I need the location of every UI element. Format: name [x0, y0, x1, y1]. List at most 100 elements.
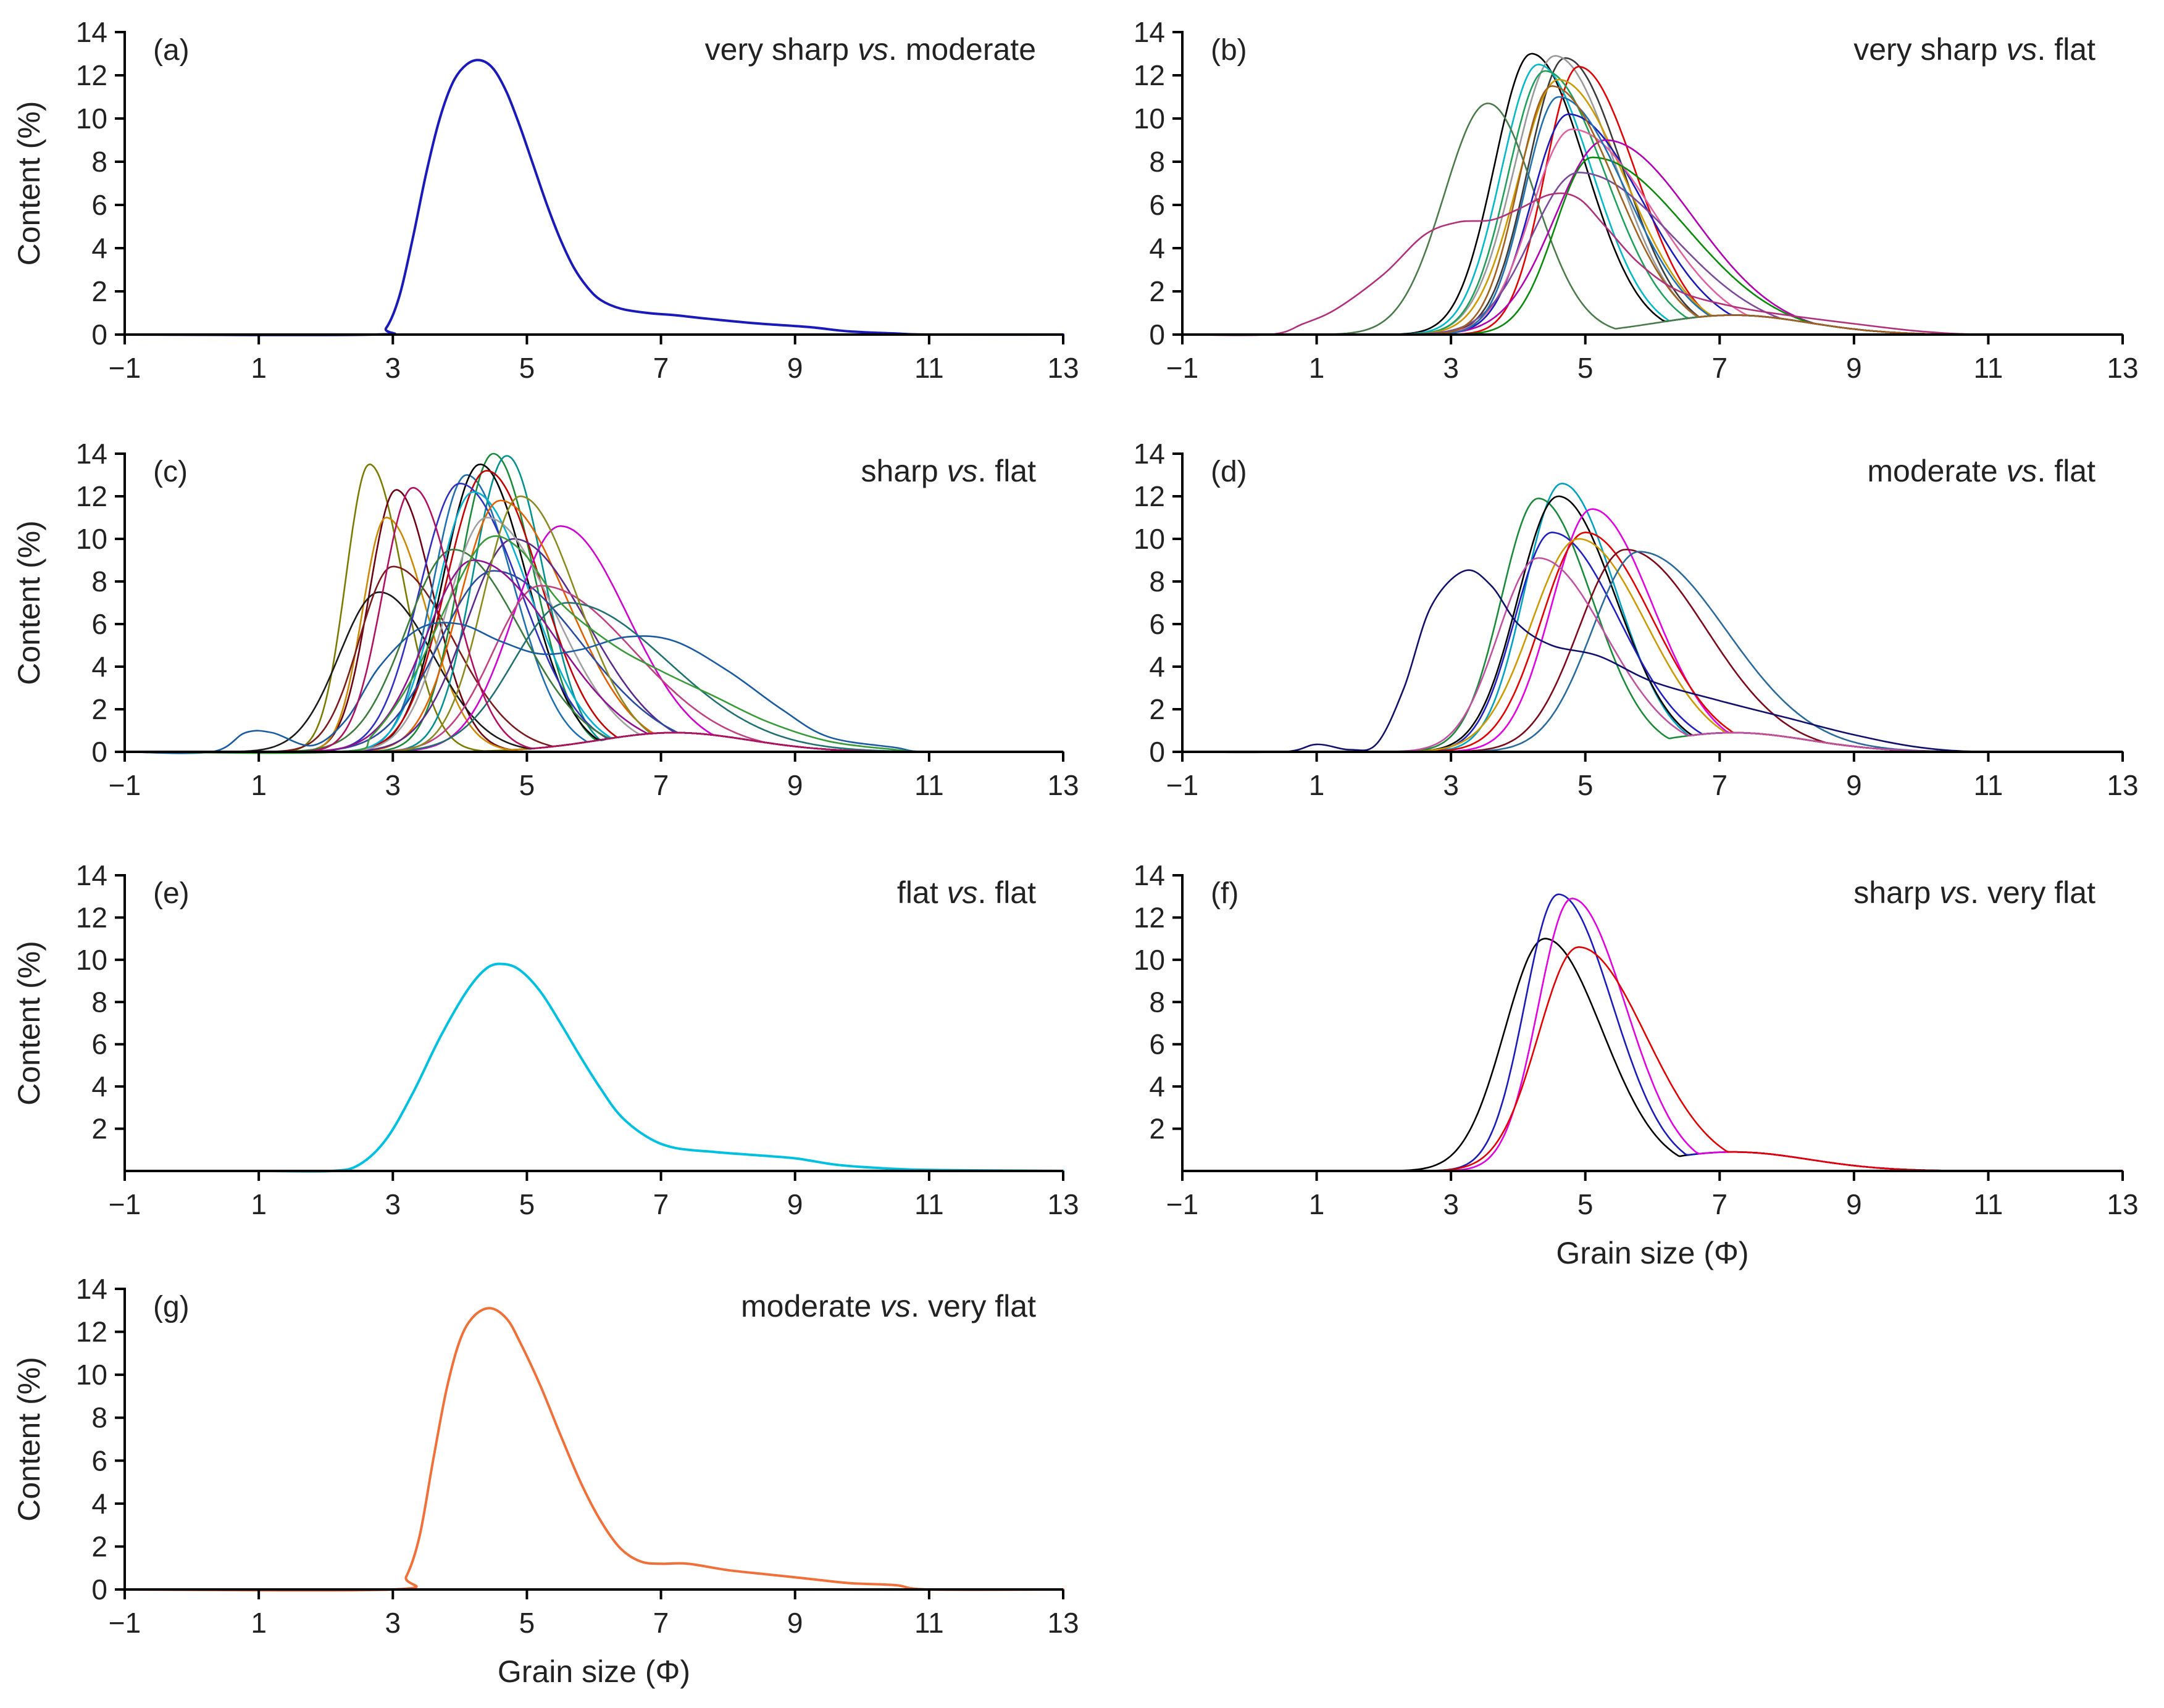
series-line-d4 [1181, 531, 2124, 753]
series-line-s9 [1181, 113, 2124, 336]
series-line-s5 [1181, 64, 2124, 336]
panel-title-vs: vs [858, 32, 888, 67]
panel-title: very sharp vs. moderate [705, 32, 1036, 67]
y-tick-label: 8 [91, 986, 107, 1018]
y-tick-label: 14 [76, 16, 107, 48]
series-line-c13 [123, 525, 1064, 753]
x-tick-label: 5 [1577, 1188, 1594, 1220]
series-line-c8 [123, 455, 1064, 753]
series-line-s2 [1181, 57, 2124, 336]
series-line-s1 [1181, 52, 2124, 336]
y-tick-label: 8 [91, 1402, 107, 1434]
curves [1181, 893, 2124, 1172]
y-axis-title: Content (%) [12, 520, 46, 685]
y-tick-label: 2 [91, 1530, 107, 1562]
series-line-c19 [123, 585, 1064, 753]
y-tick-label: 6 [91, 1028, 107, 1060]
x-tick-label: −1 [109, 769, 141, 801]
x-tick-label: 9 [787, 769, 803, 801]
x-tick-label: −1 [109, 1188, 141, 1220]
x-tick-label: 3 [1443, 352, 1459, 384]
x-tick-label: 13 [1047, 352, 1079, 384]
x-tick-label: 1 [1309, 352, 1325, 384]
x-tick-label: 7 [653, 1607, 669, 1639]
y-tick-label: 4 [91, 232, 107, 264]
series-line-d10 [1181, 557, 2124, 753]
panel-label: (c) [153, 456, 188, 488]
y-tick-label: 2 [91, 275, 107, 307]
panel-title-vs: vs [2007, 32, 2037, 67]
y-tick-label: 10 [1134, 523, 1165, 555]
y-tick-label: 14 [76, 859, 107, 891]
curves [123, 1307, 1064, 1592]
y-tick-label: 10 [76, 944, 107, 976]
x-tick-label: −1 [109, 1607, 141, 1639]
x-tick-label: 11 [1974, 1188, 2003, 1220]
series-line-sample [270, 962, 1064, 1173]
x-tick-label: 1 [251, 1188, 267, 1220]
x-tick-label: 1 [1309, 769, 1325, 801]
y-tick-label: 6 [91, 1444, 107, 1477]
x-tick-label: −1 [109, 352, 141, 384]
series-line-c4 [123, 591, 1064, 753]
series-line-c6 [123, 474, 1064, 753]
x-tick-label: 11 [914, 769, 944, 801]
panel-title: flat vs. flat [897, 875, 1036, 910]
x-tick-label: 3 [1443, 1188, 1459, 1220]
y-tick-label: 10 [1134, 102, 1165, 135]
x-tick-label: 5 [1577, 352, 1594, 384]
x-tick-label: 5 [1577, 769, 1594, 801]
y-tick-label: 6 [1149, 1028, 1165, 1060]
x-tick-label: 13 [2107, 1188, 2138, 1220]
panel-title: very sharp vs. flat [1853, 32, 2095, 67]
y-tick-label: 0 [91, 736, 107, 768]
y-tick-label: 0 [91, 319, 107, 351]
x-tick-label: 7 [653, 352, 669, 384]
y-tick-label: 6 [91, 608, 107, 640]
x-tick-label: 13 [2107, 352, 2138, 384]
y-tick-label: 6 [91, 189, 107, 221]
panel-label: (a) [153, 34, 190, 67]
x-tick-label: 5 [519, 769, 535, 801]
x-tick-label: 9 [1846, 1188, 1862, 1220]
series-line-d7 [1181, 538, 2124, 753]
series-line-d3 [1181, 495, 2124, 753]
series-line-f1 [1181, 938, 2124, 1172]
panel-title-vs: vs [947, 454, 978, 488]
y-tick-label: 8 [1149, 986, 1165, 1018]
series-line-s16 [1181, 192, 2124, 336]
x-tick-label: 11 [1974, 352, 2003, 384]
x-tick-label: 11 [914, 352, 944, 384]
y-tick-label: 8 [91, 146, 107, 178]
series-line-s6 [1181, 70, 2124, 336]
x-tick-label: 7 [653, 1188, 669, 1220]
y-tick-label: 10 [76, 102, 107, 135]
y-tick-label: 12 [76, 480, 107, 512]
series-line-c11 [123, 482, 1064, 753]
x-axis-title: Grain size (Φ) [498, 1654, 690, 1689]
y-tick-label: 14 [1134, 16, 1165, 48]
y-tick-label: 12 [76, 901, 107, 933]
y-tick-label: 2 [1149, 275, 1165, 307]
series-line-f4 [1181, 946, 2124, 1172]
y-tick-label: 12 [1134, 480, 1165, 512]
y-tick-label: 2 [91, 1113, 107, 1145]
series-line-sample [123, 59, 1064, 336]
x-tick-label: 3 [385, 1607, 401, 1639]
panel-title-post: . flat [978, 454, 1037, 488]
y-tick-label: 12 [76, 59, 107, 91]
y-tick-label: 14 [76, 438, 107, 470]
y-tick-label: 8 [1149, 146, 1165, 178]
y-tick-label: 6 [1149, 189, 1165, 221]
y-tick-label: 4 [1149, 651, 1165, 683]
panel-title: moderate vs. flat [1867, 454, 2095, 488]
y-tick-label: 2 [1149, 1113, 1165, 1145]
panel-title-post: . moderate [888, 32, 1036, 67]
panel-title-vs: vs [2007, 454, 2037, 488]
y-tick-label: 14 [76, 1273, 107, 1305]
